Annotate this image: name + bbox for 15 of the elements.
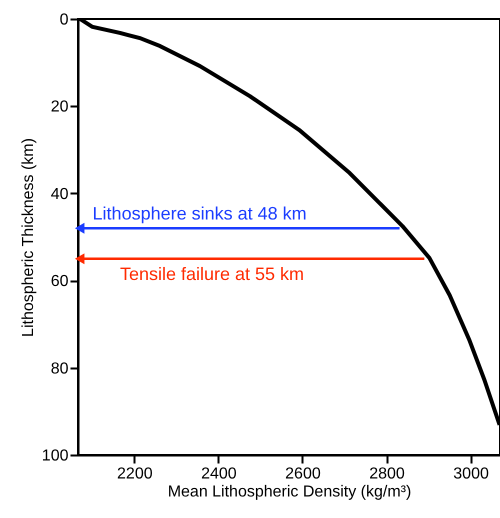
series-label: Lithosphere sinks at 48 km [92,203,307,224]
y-tick-label: 40 [50,186,69,203]
y-tick-label: 60 [50,273,69,290]
x-tick-label: 2800 [369,466,405,482]
x-axis-title: Mean Lithospheric Density (kg/m³) [168,484,412,500]
y-axis-title: Lithospheric Thickness (km) [20,138,37,337]
y-tick-label: 80 [50,360,69,378]
series-label: Tensile failure at 55 km [120,264,304,284]
x-tick-label: 2600 [285,466,321,482]
y-tick-label: 0 [60,12,69,28]
x-tick-label: 2200 [117,466,153,482]
y-tick-label: 20 [50,98,69,116]
x-tick-label: 3000 [453,466,489,482]
x-tick-label: 2400 [201,466,237,482]
y-tick-label: 100 [42,448,69,464]
